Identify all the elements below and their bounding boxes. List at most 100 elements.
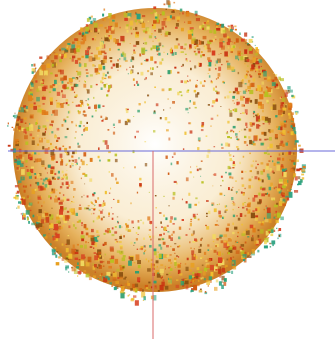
particle — [80, 260, 85, 267]
particle — [253, 135, 258, 142]
particle — [194, 238, 197, 242]
particle — [112, 63, 116, 67]
particle — [92, 64, 95, 67]
particle — [142, 15, 146, 18]
particle — [133, 242, 136, 244]
particle — [147, 70, 150, 73]
particle — [138, 21, 141, 23]
particle — [159, 61, 163, 65]
particle — [57, 170, 60, 174]
particle — [130, 202, 132, 205]
particle — [25, 210, 30, 215]
particle — [255, 60, 260, 65]
particle — [231, 197, 234, 201]
particle — [209, 279, 212, 283]
particle — [282, 152, 284, 155]
particle — [58, 201, 63, 205]
particle — [86, 47, 91, 51]
particle — [54, 55, 58, 60]
particle — [118, 119, 121, 124]
particle — [144, 60, 146, 62]
particle — [215, 39, 217, 41]
particle — [140, 62, 143, 65]
particle — [51, 63, 54, 67]
particle — [59, 54, 63, 57]
particle — [115, 280, 119, 284]
particle — [35, 80, 38, 83]
particle — [272, 160, 274, 163]
particle — [213, 146, 216, 148]
particle — [159, 284, 164, 291]
particle — [245, 88, 248, 92]
particle — [85, 232, 89, 236]
particle — [206, 26, 210, 30]
particle — [91, 228, 94, 233]
particle — [106, 72, 109, 74]
particle — [282, 181, 284, 183]
particle — [220, 281, 222, 283]
particle — [290, 153, 293, 155]
particle — [39, 158, 42, 162]
particle — [191, 233, 194, 237]
particle — [161, 281, 165, 286]
particle — [55, 254, 58, 258]
particle — [215, 78, 218, 80]
particle — [127, 119, 131, 123]
particle — [98, 50, 102, 55]
particle — [176, 16, 180, 21]
particle — [17, 116, 21, 119]
particle — [54, 134, 56, 136]
particle — [55, 189, 58, 191]
particle — [210, 80, 212, 83]
particle — [71, 155, 74, 158]
particle — [203, 22, 206, 24]
particle — [242, 90, 247, 94]
particle — [113, 127, 115, 128]
particle — [210, 117, 214, 120]
particle — [54, 79, 57, 84]
particle — [290, 125, 293, 128]
particle — [263, 208, 265, 211]
particle — [232, 159, 234, 162]
particle — [219, 42, 223, 48]
particle — [134, 288, 138, 293]
particle — [41, 160, 45, 165]
particle — [76, 221, 80, 223]
particle — [109, 258, 112, 261]
particle — [247, 252, 249, 255]
particle — [167, 70, 171, 75]
particle — [51, 188, 54, 191]
particle — [192, 285, 194, 287]
particle — [120, 234, 122, 237]
particle — [185, 285, 189, 290]
particle — [136, 13, 141, 20]
particle — [227, 65, 232, 70]
particle — [243, 96, 245, 98]
particle — [230, 50, 233, 53]
particle — [72, 244, 75, 248]
particle — [207, 249, 210, 251]
particle — [104, 37, 109, 42]
particle — [110, 187, 112, 190]
particle — [172, 248, 175, 251]
particle — [185, 201, 188, 204]
particle — [174, 252, 176, 254]
particle — [263, 245, 268, 249]
particle — [248, 38, 253, 43]
particle — [137, 220, 140, 223]
particle — [239, 32, 241, 35]
particle — [227, 165, 231, 170]
particle — [251, 249, 255, 254]
particle — [266, 138, 269, 141]
particle — [255, 114, 258, 117]
particle — [185, 58, 188, 61]
particle — [36, 96, 40, 102]
particle — [198, 40, 202, 45]
particle — [43, 234, 46, 237]
particle — [142, 29, 146, 32]
particle — [137, 265, 141, 269]
particle — [273, 162, 276, 166]
particle — [119, 58, 121, 60]
particle — [42, 178, 46, 182]
particle — [258, 138, 262, 141]
